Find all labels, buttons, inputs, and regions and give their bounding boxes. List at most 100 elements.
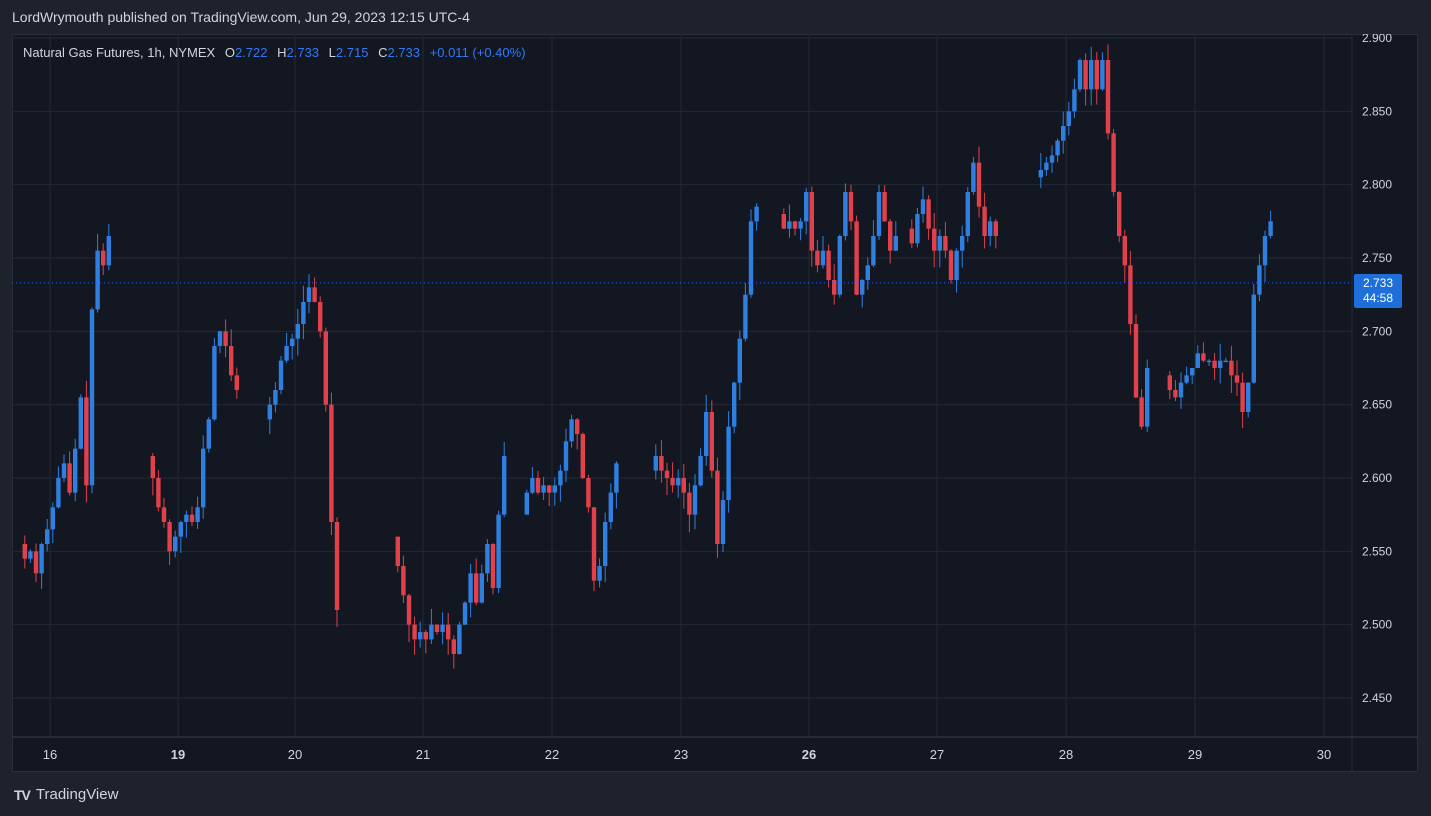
- candle-body: [698, 456, 703, 486]
- candle-body: [306, 287, 312, 302]
- candle-body: [530, 478, 535, 493]
- candle-body: [178, 522, 183, 537]
- candle-body: [479, 573, 484, 603]
- candle-body: [920, 199, 926, 214]
- y-tick-label: 2.650: [1362, 398, 1392, 412]
- y-tick-label: 2.500: [1362, 618, 1392, 632]
- candle-body: [848, 192, 854, 222]
- y-tick-label: 2.450: [1362, 691, 1392, 705]
- symbol-title: Natural Gas Futures, 1h, NYMEX: [23, 45, 216, 60]
- candle-body: [496, 514, 501, 588]
- candle-body: [284, 346, 289, 361]
- high-label: H: [277, 45, 287, 60]
- candle-body: [451, 639, 456, 654]
- candle-body: [754, 206, 759, 222]
- x-tick-label: 21: [416, 747, 430, 762]
- candle-body: [815, 250, 820, 266]
- candle-body: [423, 632, 428, 640]
- candle-body: [1083, 60, 1088, 90]
- candle-body: [854, 221, 859, 295]
- candle-body: [318, 302, 323, 332]
- candle-body: [329, 404, 334, 522]
- candle-body: [446, 624, 451, 640]
- candle-body: [954, 250, 959, 280]
- candle-body: [670, 478, 675, 486]
- symbol-legend: Natural Gas Futures, 1h, NYMEX O2.722 H 2…: [23, 45, 526, 60]
- candle-body: [195, 507, 200, 522]
- candle-body: [982, 206, 987, 236]
- candle-body: [843, 192, 848, 236]
- chart-area[interactable]: [12, 34, 1418, 772]
- candle-body: [33, 551, 39, 574]
- candle-body: [792, 221, 798, 229]
- low-label: L: [328, 45, 336, 60]
- candle-body: [201, 448, 206, 508]
- candle-body: [212, 346, 217, 420]
- candle-body: [418, 632, 423, 640]
- candle-body: [960, 236, 965, 251]
- candle-body: [1173, 390, 1178, 398]
- candle-body: [1257, 265, 1262, 295]
- candle-body: [278, 360, 284, 390]
- candle-body: [798, 221, 803, 229]
- candle-body: [563, 441, 569, 471]
- candle-body: [1262, 236, 1268, 266]
- candle-body: [820, 250, 826, 266]
- candle-body: [28, 551, 33, 559]
- candle-body: [61, 463, 67, 478]
- candle-body: [687, 492, 692, 515]
- candle-body: [804, 192, 809, 222]
- candle-body: [50, 507, 55, 530]
- candle-body: [1133, 324, 1139, 398]
- open-value: 2.722: [234, 45, 268, 60]
- footer-brand[interactable]: TV TradingView: [14, 786, 118, 803]
- candle-body: [1122, 236, 1127, 266]
- y-tick-label: 2.700: [1362, 324, 1392, 338]
- x-tick-label: 28: [1059, 747, 1073, 762]
- candle-body: [876, 192, 882, 236]
- candle-body: [659, 456, 664, 471]
- candle-body: [692, 485, 698, 515]
- candle-body: [860, 280, 865, 295]
- candle-body: [223, 331, 228, 346]
- candlestick-chart[interactable]: 2.900 2.850 2.800 2.750 2.700 2.650 2.600 2.550…: [12, 34, 1418, 772]
- candle-body: [156, 478, 161, 508]
- candle-body: [976, 162, 982, 207]
- candle-body: [401, 566, 406, 596]
- y-tick-label: 2.600: [1362, 471, 1392, 485]
- x-tick-label: 30: [1317, 747, 1331, 762]
- candle-body: [832, 280, 837, 295]
- candle-body: [586, 478, 591, 508]
- candle-body: [101, 250, 106, 266]
- close-value: 2.733: [387, 45, 421, 60]
- candle-body: [290, 338, 295, 346]
- candle-body: [412, 624, 417, 640]
- close-label: C: [378, 45, 388, 60]
- candle-body: [434, 624, 440, 632]
- candle-body: [485, 544, 490, 574]
- candle-body: [1218, 360, 1223, 368]
- candle-body: [787, 221, 792, 229]
- candle-body: [457, 624, 462, 654]
- brand-name: TradingView: [35, 786, 119, 803]
- candle-body: [490, 544, 496, 588]
- candle-body: [1044, 162, 1049, 170]
- x-tick-label: 27: [930, 747, 944, 762]
- candle-body: [334, 522, 340, 610]
- open-label: O: [224, 45, 235, 60]
- candle-body: [871, 236, 876, 266]
- candle-body: [743, 294, 748, 339]
- y-tick-label: 2.850: [1362, 104, 1392, 118]
- candle-body: [267, 404, 272, 420]
- candle-body: [547, 485, 552, 493]
- candle-body: [1206, 360, 1212, 363]
- candle-body: [826, 250, 831, 280]
- candle-body: [558, 470, 563, 486]
- x-tick-label: 16: [43, 747, 57, 762]
- candle-body: [1117, 192, 1122, 236]
- candle-body: [1066, 111, 1071, 126]
- candle-body: [22, 544, 27, 559]
- candle-body: [676, 478, 681, 486]
- x-tick-label: 19: [171, 747, 185, 762]
- change-value: +0.011 (+0.40%): [429, 45, 526, 60]
